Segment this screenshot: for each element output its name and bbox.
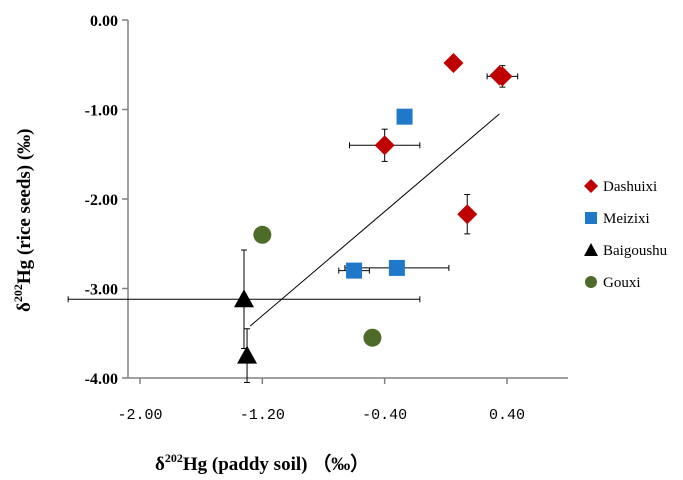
trendline-segment: [249, 113, 500, 327]
y-tick-label: -4.00: [85, 371, 118, 388]
x-axis-title-superscript: 202: [165, 451, 183, 465]
data-point-baigoushu: [237, 345, 258, 364]
data-point-baigoushu: [233, 289, 254, 308]
x-tick-label: 0.40: [489, 407, 525, 424]
legend-label: Dashuixi: [603, 179, 657, 195]
error-bars: [67, 65, 519, 383]
y-axis-title: δ202Hg (rice seeds) (‰): [11, 128, 35, 312]
data-point-dashuixi: [457, 204, 478, 225]
y-tick-label: 0.00: [90, 13, 118, 30]
data-point-dashuixi: [489, 65, 510, 86]
y-axis-title-superscript: 202: [11, 284, 25, 302]
legend-marker: [584, 179, 598, 193]
data-point-dashuixi: [443, 52, 464, 73]
y-axis-title-rest: Hg (rice seeds) (‰): [14, 128, 35, 284]
x-axis-title-rest: Hg (paddy soil) （‰）: [183, 452, 369, 475]
y-tick-label: -1.00: [85, 103, 118, 120]
legend-label: Meizixi: [603, 211, 650, 227]
y-axis-title-prefix: δ: [14, 302, 35, 312]
x-tick-label: -2.00: [117, 407, 162, 424]
data-point-meizixi: [396, 108, 413, 125]
y-tick-label: -3.00: [85, 282, 118, 299]
data-point-meizixi: [388, 259, 405, 276]
data-point-gouxi: [363, 328, 382, 347]
data-point-dashuixi: [374, 135, 395, 156]
legend-label: Baigoushu: [603, 243, 668, 259]
legend-marker: [585, 212, 597, 224]
data-point-gouxi: [253, 225, 272, 244]
legend-label: Gouxi: [603, 275, 641, 291]
data-points: [233, 52, 513, 364]
trendline: [249, 113, 500, 327]
x-axis-title-prefix: δ: [155, 454, 165, 475]
y-tick-label: -2.00: [85, 192, 118, 209]
axis-ticks: 0.00 -1.00 -2.00 -3.00 -4.00 -2.00 -1.20 -0.40 0…: [85, 13, 525, 424]
x-tick-label: -0.40: [362, 407, 407, 424]
legend-marker: [585, 276, 597, 288]
legend: Dashuixi Meizixi Baigoushu Gouxi: [584, 179, 668, 291]
x-tick-label: -1.20: [240, 407, 285, 424]
legend-marker: [584, 243, 598, 256]
x-axis-title: δ202Hg (paddy soil) （‰）: [155, 451, 369, 475]
data-point-meizixi: [346, 262, 363, 279]
